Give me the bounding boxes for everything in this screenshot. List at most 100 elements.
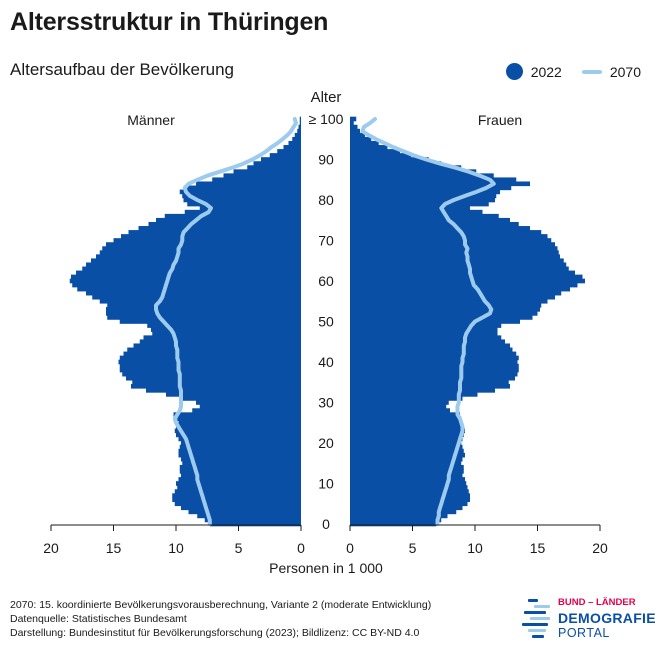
bar-men-2022 bbox=[143, 335, 301, 341]
bar-women-2022 bbox=[350, 128, 360, 134]
age-tick-label: ≥ 100 bbox=[309, 111, 344, 127]
bar-men-2022 bbox=[196, 181, 301, 187]
bar-women-2022 bbox=[350, 315, 533, 320]
bar-women-2022 bbox=[350, 396, 463, 401]
x-axis-title: Personen in 1 000 bbox=[269, 560, 383, 576]
bar-men-2022 bbox=[86, 290, 301, 296]
bar-men-2022 bbox=[269, 153, 301, 158]
bar-men-2022 bbox=[188, 509, 301, 515]
bar-men-2022 bbox=[147, 323, 301, 328]
bar-women-2022 bbox=[350, 161, 442, 166]
bar-men-2022 bbox=[126, 375, 301, 381]
legend-2070-label: 2070 bbox=[609, 63, 641, 80]
bar-women-2022 bbox=[350, 246, 558, 251]
bar-women-2022 bbox=[350, 517, 442, 523]
logo-bottom-text: PORTAL bbox=[558, 626, 610, 640]
bar-men-2022 bbox=[77, 286, 301, 292]
bar-men-2022 bbox=[298, 124, 301, 130]
bar-men-2022 bbox=[233, 169, 301, 174]
bar-men-2022 bbox=[174, 428, 301, 434]
bar-men-2022 bbox=[179, 444, 301, 450]
bar-women-2022 bbox=[350, 375, 515, 381]
bar-men-2022 bbox=[106, 311, 301, 316]
bar-men-2022 bbox=[152, 331, 301, 336]
line-women-2070 bbox=[360, 117, 496, 526]
bar-men-2022 bbox=[156, 217, 301, 223]
bar-men-2022 bbox=[107, 302, 301, 308]
bar-men-2022 bbox=[82, 266, 301, 272]
footer-source: Datenquelle: Statistisches Bundesamt bbox=[10, 613, 187, 625]
bar-men-2022 bbox=[187, 201, 301, 207]
bar-women-2022 bbox=[350, 323, 502, 328]
bar-men-2022 bbox=[178, 477, 301, 482]
bar-women-2022 bbox=[350, 464, 464, 470]
bar-men-2022 bbox=[181, 456, 301, 462]
bar-women-2022 bbox=[350, 258, 564, 264]
bar-women-2022 bbox=[350, 448, 464, 454]
bar-men-2022 bbox=[181, 505, 301, 511]
bar-men-2022 bbox=[148, 221, 301, 227]
bar-women-2022 bbox=[350, 132, 365, 138]
bar-women-2022 bbox=[350, 217, 510, 223]
bar-men-2022 bbox=[179, 469, 301, 474]
men-label: Männer bbox=[127, 112, 175, 128]
bar-men-2022 bbox=[181, 440, 301, 446]
legend: 2022 2070 bbox=[505, 63, 641, 80]
bar-men-2022 bbox=[294, 132, 301, 138]
bar-men-2022 bbox=[72, 282, 301, 288]
legend-2022-marker bbox=[505, 63, 523, 80]
bar-women-2022 bbox=[350, 481, 467, 486]
bar-women-2022 bbox=[350, 509, 457, 515]
bar-men-2022 bbox=[176, 432, 301, 438]
bar-women-2022 bbox=[350, 339, 505, 345]
bar-women-2022 bbox=[350, 153, 412, 158]
bar-men-2022 bbox=[119, 355, 301, 361]
bar-women-2022 bbox=[350, 347, 513, 353]
bar-women-2022 bbox=[350, 331, 498, 336]
bar-women-2022 bbox=[350, 254, 560, 260]
bar-men-2022 bbox=[182, 396, 301, 401]
bar-women-2022 bbox=[350, 420, 462, 426]
bar-men-2022 bbox=[69, 278, 301, 284]
bar-men-2022 bbox=[106, 307, 301, 312]
bar-men-2022 bbox=[197, 513, 301, 519]
bar-women-2022 bbox=[350, 521, 437, 527]
bar-women-2022 bbox=[350, 177, 517, 183]
bar-women-2022 bbox=[350, 319, 520, 324]
x-tick-label-men: 5 bbox=[235, 540, 243, 556]
bar-men-2022 bbox=[174, 501, 301, 507]
bar-men-2022 bbox=[182, 193, 301, 199]
bar-men-2022 bbox=[119, 367, 301, 373]
bar-women-2022 bbox=[350, 363, 519, 369]
bar-men-2022 bbox=[178, 448, 301, 454]
bar-women-2022 bbox=[350, 335, 502, 341]
bar-men-2022 bbox=[177, 485, 301, 490]
bar-women-2022 bbox=[350, 266, 569, 272]
bar-men-2022 bbox=[96, 254, 301, 260]
bar-women-2022 bbox=[350, 383, 510, 389]
bar-women-2022 bbox=[350, 181, 530, 187]
bar-men-2022 bbox=[199, 404, 301, 409]
x-tick-label-women: 15 bbox=[530, 540, 546, 556]
bar-men-2022 bbox=[121, 234, 301, 239]
age-tick-label: 70 bbox=[318, 233, 334, 249]
bar-women-2022 bbox=[350, 440, 462, 446]
bar-men-2022 bbox=[204, 517, 301, 523]
age-tick-label: 30 bbox=[318, 395, 334, 411]
bar-women-2022 bbox=[350, 238, 552, 243]
age-axis-label: Alter bbox=[311, 89, 342, 106]
bar-women-2022 bbox=[350, 489, 469, 494]
bar-men-2022 bbox=[106, 242, 301, 247]
bar-men-2022 bbox=[92, 294, 301, 300]
bar-women-2022 bbox=[350, 424, 464, 430]
footer: 2070: 15. koordinierte Bevölkerungsvorau… bbox=[10, 598, 431, 640]
x-tick-label-women: 0 bbox=[346, 540, 354, 556]
bar-men-2022 bbox=[223, 173, 301, 179]
bar-men-2022 bbox=[178, 436, 301, 442]
bar-women-2022 bbox=[350, 193, 497, 199]
bar-men-2022 bbox=[133, 343, 301, 349]
bar-women-2022 bbox=[350, 416, 462, 422]
bar-women-2022 bbox=[350, 169, 477, 174]
bar-men-2022 bbox=[253, 161, 301, 166]
